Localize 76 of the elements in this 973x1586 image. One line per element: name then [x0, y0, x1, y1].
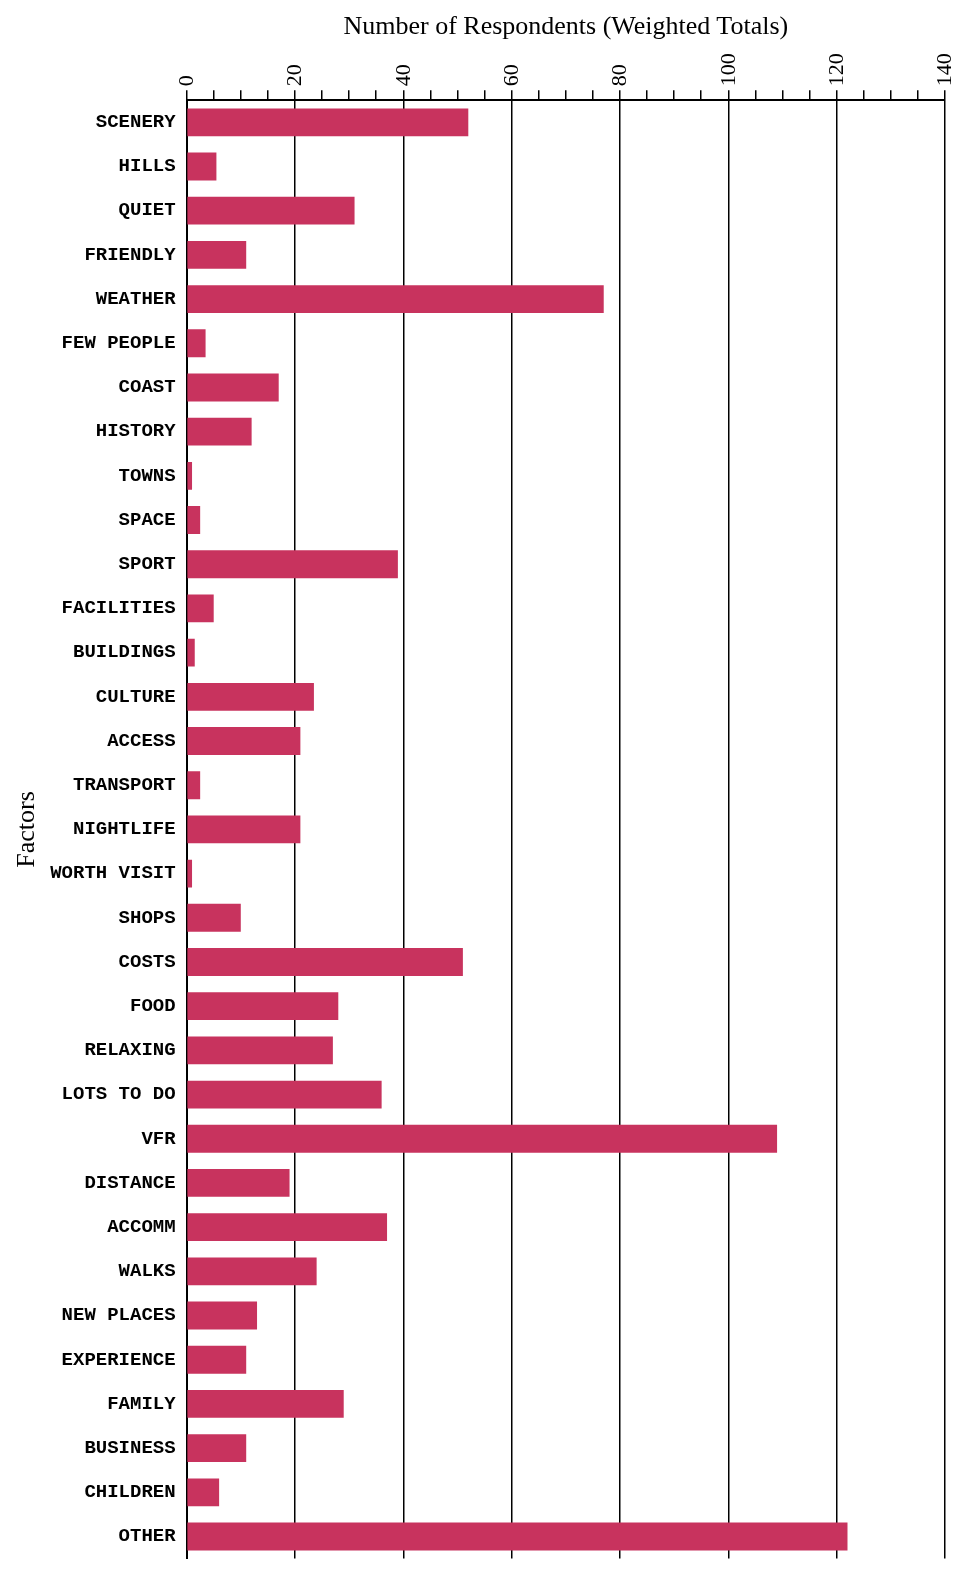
y-tick-label: SPACE [118, 508, 176, 531]
bar [187, 1124, 778, 1153]
x-tick-label: 100 [714, 53, 740, 87]
y-tick-label: NIGHTLIFE [73, 818, 176, 841]
bar [187, 1080, 382, 1109]
bar [187, 108, 469, 137]
bar [187, 1213, 388, 1242]
y-tick-label: DISTANCE [84, 1171, 176, 1194]
bar [187, 506, 201, 534]
x-tick-label: 20 [281, 64, 307, 87]
bar [187, 859, 193, 888]
bar [187, 417, 252, 446]
y-tick-label: FOOD [130, 994, 176, 1017]
y-tick-label: SHOPS [118, 906, 176, 929]
y-tick-label: WEATHER [95, 287, 177, 310]
x-tick-label: 60 [498, 64, 524, 87]
y-tick-label: ACCOMM [107, 1215, 176, 1238]
bar [187, 1169, 290, 1197]
bar [187, 152, 217, 181]
x-tick-label: 80 [606, 64, 632, 87]
y-tick-label: FACILITIES [61, 597, 176, 620]
bar [187, 727, 301, 755]
bar [187, 1345, 247, 1374]
x-tick-label: 120 [823, 53, 849, 87]
bar [187, 1301, 258, 1330]
y-tick-label: QUIET [118, 199, 176, 222]
bar [187, 285, 604, 313]
bar [187, 1434, 247, 1463]
y-tick-label: WORTH VISIT [50, 862, 176, 885]
y-tick-label: VFR [141, 1127, 177, 1150]
bar [187, 329, 206, 358]
bar [187, 638, 195, 667]
y-tick-label: FRIENDLY [84, 243, 177, 266]
bar [187, 594, 214, 623]
bar [187, 1390, 344, 1418]
bar [187, 196, 355, 225]
y-tick-label: SCENERY [95, 111, 177, 134]
bar [187, 1522, 848, 1551]
bar [187, 815, 301, 844]
x-tick-label: 140 [931, 53, 957, 87]
bar [187, 948, 463, 976]
x-tick-label: 0 [173, 75, 198, 87]
y-tick-label: TRANSPORT [73, 773, 176, 796]
y-tick-label: FEW PEOPLE [61, 332, 176, 355]
y-tick-label: COSTS [118, 950, 176, 973]
bar [187, 1036, 333, 1065]
bar [187, 550, 398, 579]
x-axis-title: Number of Respondents (Weighted Totals) [343, 11, 789, 41]
y-tick-label: CULTURE [95, 685, 176, 708]
y-axis-title: Factors [11, 791, 41, 868]
y-tick-label: BUSINESS [84, 1436, 176, 1459]
y-tick-label: HISTORY [95, 420, 177, 443]
y-tick-label: COAST [118, 376, 176, 399]
y-tick-label: TOWNS [118, 464, 176, 487]
bar [187, 373, 279, 402]
y-tick-label: SPORT [118, 553, 176, 576]
bar [187, 771, 201, 800]
y-tick-label: CHILDREN [84, 1481, 176, 1504]
x-tick-label: 40 [389, 64, 415, 87]
y-tick-label: RELAXING [84, 1039, 176, 1062]
bar [187, 1478, 220, 1507]
y-tick-label: OTHER [118, 1525, 177, 1548]
bar [187, 992, 339, 1021]
y-tick-label: BUILDINGS [73, 641, 176, 664]
bar [187, 903, 241, 932]
y-tick-label: ACCESS [107, 729, 176, 752]
y-tick-label: LOTS TO DO [61, 1083, 176, 1106]
bar [187, 682, 314, 711]
y-tick-label: EXPERIENCE [61, 1348, 176, 1371]
bar [187, 1257, 317, 1286]
bar [187, 461, 193, 490]
y-tick-label: WALKS [118, 1260, 176, 1283]
bar [187, 240, 247, 269]
y-tick-label: FAMILY [107, 1392, 177, 1415]
y-tick-label: NEW PLACES [61, 1304, 176, 1327]
y-tick-label: HILLS [118, 155, 176, 178]
